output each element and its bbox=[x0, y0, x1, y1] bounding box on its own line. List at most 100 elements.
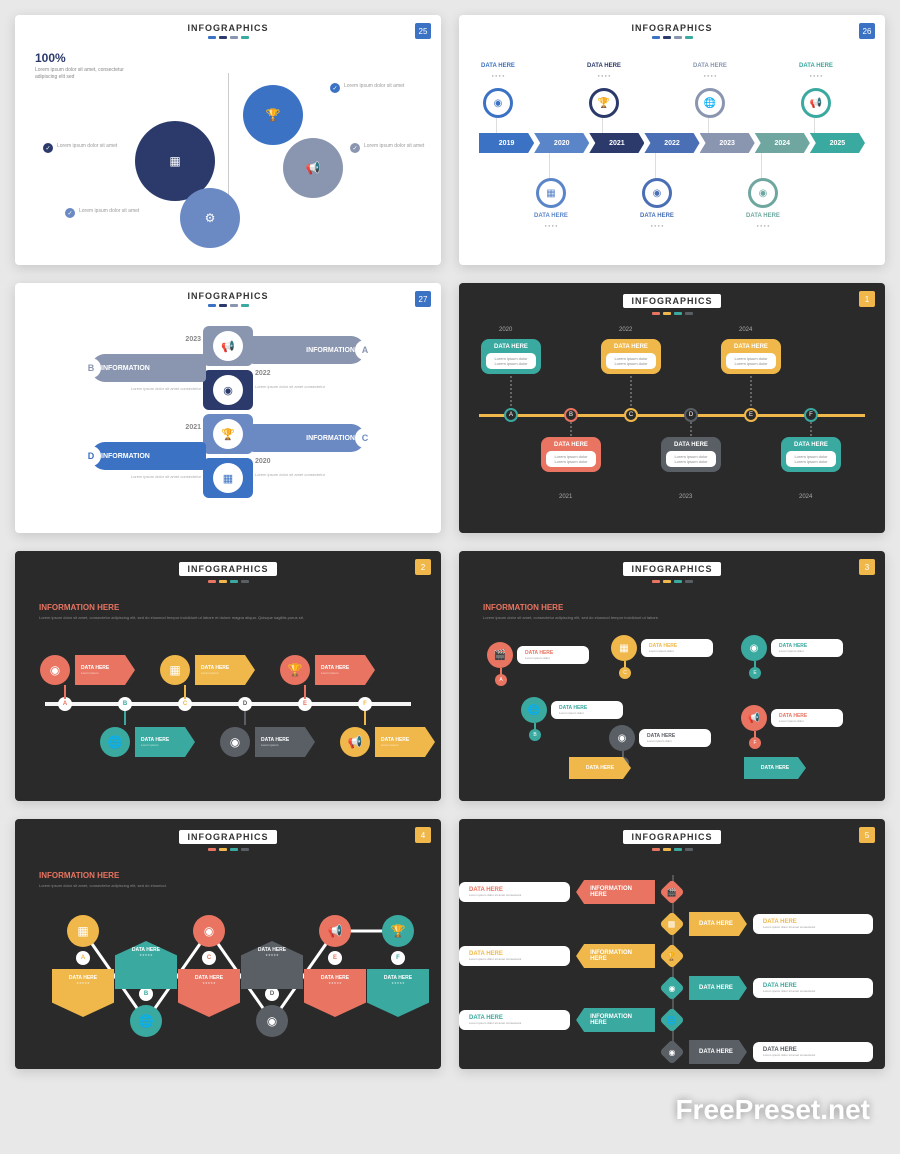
mini-dots: ● ● ● ● bbox=[473, 73, 523, 78]
row-tag: DATA HERE bbox=[689, 912, 747, 936]
item-card: DATA HERELorem ipsum dolor bbox=[771, 639, 843, 657]
connector bbox=[754, 661, 756, 669]
section-header: INFORMATION HERE bbox=[483, 603, 563, 612]
title-dots bbox=[15, 36, 441, 39]
row-card: DATA HERELorem ipsum dolor sit amet cons… bbox=[753, 1042, 873, 1062]
lorem-text: Lorem ipsum dolor sit amet consectetur bbox=[121, 386, 201, 391]
hex-label: DATA HERE bbox=[569, 757, 631, 779]
row-card: DATA HERELorem ipsum dolor sit amet cons… bbox=[459, 882, 570, 902]
card-title: DATA HERE bbox=[726, 344, 776, 350]
page-number: 4 bbox=[415, 827, 431, 843]
item-card: DATA HERELorem ipsum dolor bbox=[517, 646, 589, 664]
node-icon: ⚙ bbox=[205, 211, 216, 225]
timeline-node: F bbox=[358, 697, 372, 711]
item-icon: 📢 bbox=[741, 705, 767, 731]
subtitle: Lorem ipsum dolor sit amet, consectetur … bbox=[35, 67, 135, 80]
data-item: 🌐DATA HERELorem ipsum bbox=[100, 727, 195, 757]
lorem-text: Lorem ipsum dolor sit amet consectetur bbox=[255, 472, 335, 477]
card-body: Lorem ipsum dolorLorem ipsum dolor bbox=[546, 451, 596, 467]
timeline-node: D bbox=[238, 697, 252, 711]
mini-dots: ● ● ● ● bbox=[685, 73, 735, 78]
connector bbox=[364, 711, 366, 725]
item-card: DATA HERELorem ipsum dolor bbox=[771, 709, 843, 727]
data-label: DATA HERE bbox=[473, 63, 523, 69]
letter-node: B bbox=[139, 987, 153, 1001]
title: INFOGRAPHICS bbox=[179, 830, 276, 844]
block-icon: 🏆 bbox=[221, 428, 235, 441]
card-body: Lorem ipsum dolorLorem ipsum dolor bbox=[606, 353, 656, 369]
card-body: Lorem ipsum dolorLorem ipsum dolor bbox=[726, 353, 776, 369]
center-icon: 🏆 bbox=[659, 943, 684, 968]
item-icon: 🌐 bbox=[100, 727, 130, 757]
title: INFOGRAPHICS bbox=[15, 291, 441, 301]
title: INFOGRAPHICS bbox=[15, 23, 441, 33]
connector bbox=[304, 685, 306, 699]
percentage: 100% bbox=[35, 51, 66, 65]
slide-8: INFOGRAPHICS 5 🎬INFORMATION HEREDATA HER… bbox=[459, 819, 885, 1069]
mini-dots: ● ● ● ● bbox=[738, 223, 788, 228]
data-label: DATA HERE bbox=[685, 63, 735, 69]
check-label: Lorem ipsum dolor sit amet bbox=[344, 83, 414, 89]
title: INFOGRAPHICS bbox=[179, 562, 276, 576]
center-icon: ◉ bbox=[659, 1039, 684, 1064]
slide-4: INFOGRAPHICS 1 A2020DATA HERELorem ipsum… bbox=[459, 283, 885, 533]
card-body: Lorem ipsum dolorLorem ipsum dolor bbox=[666, 451, 716, 467]
data-row: DATA HEREDATA HERELorem ipsum dolor sit … bbox=[689, 1040, 873, 1064]
page-number: 2 bbox=[415, 559, 431, 575]
slide-grid: INFOGRAPHICS 25 100% Lorem ipsum dolor s… bbox=[15, 15, 885, 1069]
data-row: DATA HEREDATA HERELorem ipsum dolor sit … bbox=[689, 976, 873, 1000]
letter-badge: A bbox=[355, 340, 375, 360]
circle-node: 📢 bbox=[283, 138, 343, 198]
timeline-node: B bbox=[564, 408, 578, 422]
check-label: Lorem ipsum dolor sit amet bbox=[57, 143, 127, 149]
slide-5: INFOGRAPHICS 2 INFORMATION HERE Lorem ip… bbox=[15, 551, 441, 801]
data-label: DATA HERE bbox=[579, 63, 629, 69]
row-tag: INFORMATION HERE bbox=[576, 944, 655, 968]
center-icon: 🌐 bbox=[659, 1007, 684, 1032]
timeline-node: A bbox=[58, 697, 72, 711]
center-icon: 🎬 bbox=[659, 879, 684, 904]
data-row: DATA HEREDATA HERELorem ipsum dolor sit … bbox=[689, 912, 873, 936]
check-icon: ✓ bbox=[43, 143, 53, 153]
timeline-icon: 🌐 bbox=[695, 88, 725, 118]
item-label: DATA HERELorem ipsum bbox=[135, 727, 195, 757]
letter-node: F bbox=[391, 951, 405, 965]
circle-node: ⚙ bbox=[180, 188, 240, 248]
title: INFOGRAPHICS bbox=[623, 830, 720, 844]
slide-6: INFOGRAPHICS 3 INFORMATION HERE Lorem ip… bbox=[459, 551, 885, 801]
card-title: DATA HERE bbox=[786, 442, 836, 448]
year-label: 2022 bbox=[255, 370, 271, 377]
letter-badge: D bbox=[81, 446, 101, 466]
mini-dots: ● ● ● ● bbox=[632, 223, 682, 228]
title: INFOGRAPHICS bbox=[623, 562, 720, 576]
mini-dots: ● ● ● ● bbox=[526, 223, 576, 228]
timeline-icon: 🏆 bbox=[589, 88, 619, 118]
data-row: INFORMATION HEREDATA HERELorem ipsum dol… bbox=[459, 1008, 655, 1032]
center-block: ▦ bbox=[203, 458, 253, 498]
flag-sub: ★★★★★ bbox=[247, 953, 297, 957]
check-icon: ✓ bbox=[330, 83, 340, 93]
slide-7: INFOGRAPHICS 4 INFORMATION HERE Lorem ip… bbox=[15, 819, 441, 1069]
mini-dots: ● ● ● ● bbox=[791, 73, 841, 78]
page-number: 26 bbox=[859, 23, 875, 39]
data-item: ◉DATA HERELorem ipsum bbox=[40, 655, 135, 685]
timeline-icon: ◉ bbox=[483, 88, 513, 118]
watermark: FreePreset.net bbox=[675, 1094, 870, 1126]
point-icon: 📢 bbox=[319, 915, 351, 947]
year-segment: 2021 bbox=[589, 133, 644, 153]
node-icon: 🏆 bbox=[266, 108, 281, 122]
item-icon: ▦ bbox=[611, 635, 637, 661]
data-item: ◉DATA HERELorem ipsum bbox=[220, 727, 315, 757]
year-segment: 2020 bbox=[534, 133, 589, 153]
data-item: 🏆DATA HERELorem ipsum bbox=[280, 655, 375, 685]
data-row: INFORMATION HEREDATA HERELorem ipsum dol… bbox=[459, 944, 655, 968]
item-icon: ▦ bbox=[160, 655, 190, 685]
data-label: DATA HERE bbox=[791, 63, 841, 69]
connector bbox=[534, 723, 536, 731]
item-icon: 📢 bbox=[340, 727, 370, 757]
timeline-node: F bbox=[804, 408, 818, 422]
row-tag: DATA HERE bbox=[689, 976, 747, 1000]
data-card: DATA HERELorem ipsum dolorLorem ipsum do… bbox=[481, 339, 541, 374]
year-label: 2023 bbox=[185, 336, 201, 343]
item-label: DATA HERELorem ipsum bbox=[375, 727, 435, 757]
